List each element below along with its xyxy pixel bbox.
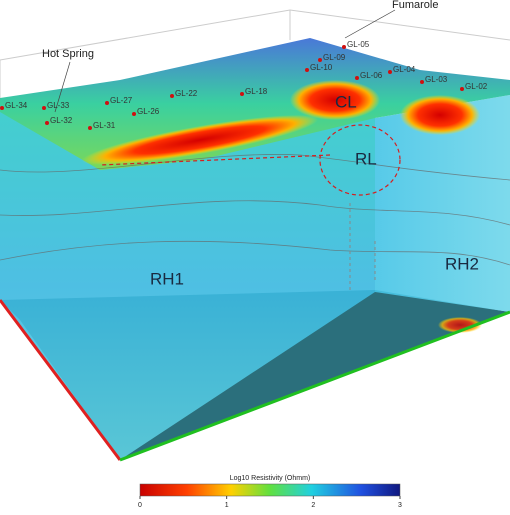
colorbar-tick-label: 3 [398, 502, 402, 509]
axis-edge [0, 299, 122, 461]
station-label: GL-04 [393, 65, 416, 74]
annotation: CL [335, 92, 357, 111]
station [132, 112, 136, 116]
contours [0, 154, 510, 266]
colorbar-tick-label: 0 [138, 502, 142, 509]
station-label: GL-06 [360, 71, 383, 80]
anomaly [81, 115, 319, 165]
anomaly [400, 95, 480, 135]
colorbar-title: Log10 Resistivity (Ohmm) [230, 475, 311, 482]
top-surface [0, 38, 510, 170]
station [460, 87, 464, 91]
station-label: GL-10 [310, 63, 333, 72]
upflow-arrows [349, 200, 376, 290]
right-face [375, 95, 510, 312]
wireframe [0, 9, 510, 110]
annotation: Fumarole [392, 0, 438, 11]
station [45, 121, 49, 125]
station [420, 80, 424, 84]
station [0, 106, 4, 110]
leader [344, 9, 396, 39]
station [170, 94, 174, 98]
station [318, 58, 322, 62]
station [88, 126, 92, 130]
colorbar-tick-label: 2 [311, 502, 315, 509]
left-face [0, 112, 375, 460]
anomaly [290, 80, 380, 120]
annotation: RL [355, 149, 377, 168]
annotation: RH1 [150, 269, 184, 288]
flow-arrows [99, 124, 401, 196]
station-label: GL-09 [323, 53, 346, 62]
station [342, 45, 346, 49]
station-label: GL-03 [425, 75, 448, 84]
leader [54, 61, 71, 113]
annotation: Hot Spring [42, 48, 94, 60]
station-label: GL-32 [50, 116, 73, 125]
station [388, 70, 392, 74]
station-label: GL-18 [245, 87, 268, 96]
colorbar-tick-label: 1 [225, 502, 229, 509]
station [42, 106, 46, 110]
colorbar [139, 483, 401, 497]
station-label: GL-02 [465, 82, 488, 91]
station-label: GL-22 [175, 89, 198, 98]
station [240, 92, 244, 96]
station-label: GL-26 [137, 107, 160, 116]
station-label: GL-33 [47, 101, 70, 110]
axis-edge [119, 310, 510, 462]
station [355, 76, 359, 80]
annotation: RH2 [445, 254, 479, 273]
station-label: GL-05 [347, 40, 370, 49]
station-label: GL-27 [110, 96, 133, 105]
anomaly [438, 317, 482, 333]
station [305, 68, 309, 72]
station-label: GL-31 [93, 121, 116, 130]
station [105, 101, 109, 105]
station-label: GL-34 [5, 101, 28, 110]
